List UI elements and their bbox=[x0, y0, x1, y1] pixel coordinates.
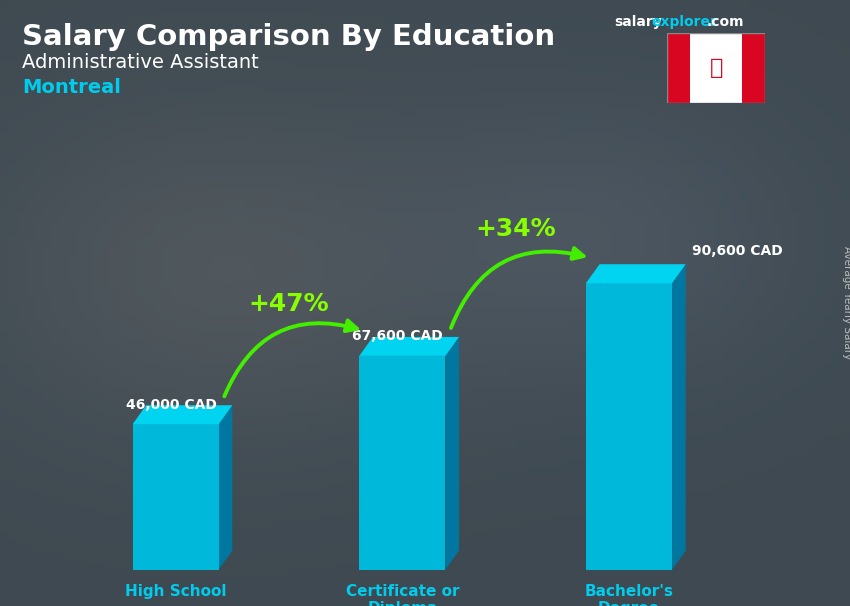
Text: 46,000 CAD: 46,000 CAD bbox=[126, 398, 217, 411]
Bar bbox=[586, 283, 672, 570]
Polygon shape bbox=[445, 337, 459, 570]
Text: 67,600 CAD: 67,600 CAD bbox=[353, 329, 443, 343]
Bar bbox=[742, 33, 765, 103]
Text: .com: .com bbox=[707, 15, 745, 29]
Text: 🍁: 🍁 bbox=[710, 58, 722, 78]
Text: Montreal: Montreal bbox=[22, 78, 121, 97]
Polygon shape bbox=[218, 405, 232, 570]
Polygon shape bbox=[360, 337, 459, 356]
Text: Salary Comparison By Education: Salary Comparison By Education bbox=[22, 23, 555, 51]
Text: Average Yearly Salary: Average Yearly Salary bbox=[842, 247, 850, 359]
Bar bbox=[690, 33, 742, 103]
Text: +34%: +34% bbox=[475, 218, 556, 241]
Bar bbox=[133, 424, 218, 570]
Text: 90,600 CAD: 90,600 CAD bbox=[693, 244, 783, 258]
Polygon shape bbox=[133, 405, 232, 424]
Text: Administrative Assistant: Administrative Assistant bbox=[22, 53, 258, 72]
Polygon shape bbox=[672, 264, 686, 570]
Text: +47%: +47% bbox=[249, 292, 329, 316]
Text: explorer: explorer bbox=[651, 15, 717, 29]
Polygon shape bbox=[586, 264, 686, 283]
Bar bbox=[360, 356, 445, 570]
Text: salary: salary bbox=[614, 15, 662, 29]
Bar bbox=[667, 33, 690, 103]
